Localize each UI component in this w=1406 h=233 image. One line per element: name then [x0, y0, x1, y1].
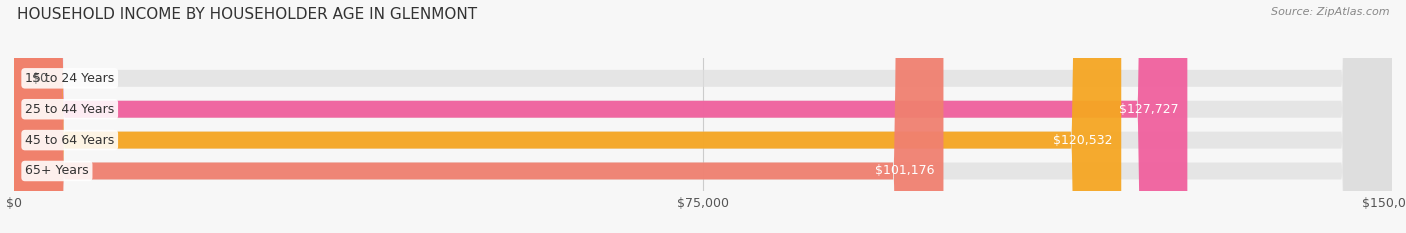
- Text: 65+ Years: 65+ Years: [25, 164, 89, 178]
- Text: 45 to 64 Years: 45 to 64 Years: [25, 134, 114, 147]
- Text: Source: ZipAtlas.com: Source: ZipAtlas.com: [1271, 7, 1389, 17]
- FancyBboxPatch shape: [14, 0, 1187, 233]
- FancyBboxPatch shape: [14, 0, 943, 233]
- FancyBboxPatch shape: [14, 0, 1392, 233]
- FancyBboxPatch shape: [14, 0, 1121, 233]
- Text: $127,727: $127,727: [1119, 103, 1178, 116]
- FancyBboxPatch shape: [14, 0, 1392, 233]
- FancyBboxPatch shape: [14, 0, 1392, 233]
- Text: HOUSEHOLD INCOME BY HOUSEHOLDER AGE IN GLENMONT: HOUSEHOLD INCOME BY HOUSEHOLDER AGE IN G…: [17, 7, 477, 22]
- Text: 25 to 44 Years: 25 to 44 Years: [25, 103, 114, 116]
- Text: $0: $0: [32, 72, 48, 85]
- Text: $120,532: $120,532: [1053, 134, 1112, 147]
- Text: $101,176: $101,176: [875, 164, 934, 178]
- FancyBboxPatch shape: [14, 0, 1392, 233]
- Text: 15 to 24 Years: 15 to 24 Years: [25, 72, 114, 85]
